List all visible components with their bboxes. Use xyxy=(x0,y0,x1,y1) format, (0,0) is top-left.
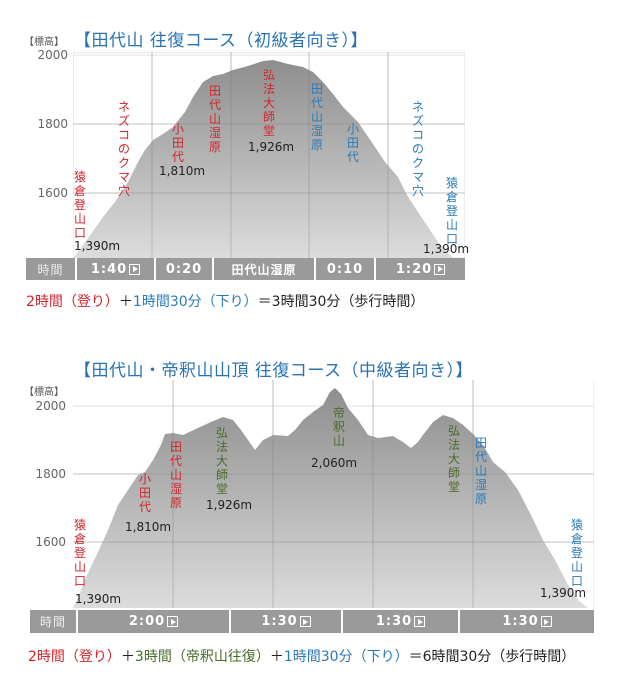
elev-end: 1,390m xyxy=(540,586,587,600)
label-kobo: 弘法大師堂 xyxy=(262,68,275,138)
elev-start: 1,390m xyxy=(74,239,121,253)
label-shitsugen-up: 田代山湿原 xyxy=(169,440,182,510)
elev-kobo: 1,926m xyxy=(248,140,295,154)
label-nezuko-down: ネズコのクマ穴 xyxy=(411,100,424,198)
time-segment: 1:30 xyxy=(341,610,458,633)
summary-up: 2時間（登り） xyxy=(28,649,121,665)
time-value: 0:20 xyxy=(165,261,203,277)
label-kotashiro-down: 小田代 xyxy=(346,122,359,164)
ytick-1600: 1600 xyxy=(35,535,66,549)
play-icon xyxy=(167,616,179,627)
time-value: 0:10 xyxy=(326,261,364,277)
label-start: 猿倉登山口 xyxy=(73,170,86,240)
chart2-timebar: 時間 2:00 1:30 1:30 1:30 xyxy=(30,610,594,633)
time-value: 1:20 xyxy=(395,261,433,277)
time-value: 1:40 xyxy=(90,261,128,277)
label-nezuko-up: ネズコのクマ穴 xyxy=(117,100,130,198)
label-start: 猿倉登山口 xyxy=(73,518,86,588)
time-value: 1:30 xyxy=(375,614,413,629)
ytick-1800: 1800 xyxy=(35,467,66,481)
label-kotashiro-up: 小田代 xyxy=(171,122,184,164)
label-end: 猿倉登山口 xyxy=(570,518,583,588)
label-kotashiro: 小田代 xyxy=(138,472,151,514)
ytick-1600: 1600 xyxy=(37,186,68,200)
label-shitsugen-down: 田代山湿原 xyxy=(474,436,487,506)
chart1-plot: 猿倉登山口 ネズコのクマ穴 小田代 田代山湿原 弘法大師堂 田代山湿原 小田代 … xyxy=(73,52,469,258)
ytick-1800: 1800 xyxy=(37,117,68,131)
time-segment: 1:40 xyxy=(75,258,154,280)
label-end: 猿倉登山口 xyxy=(445,176,458,246)
summary-plus: ＋ xyxy=(120,649,135,665)
time-value: 2:00 xyxy=(128,614,166,629)
play-icon xyxy=(299,616,311,627)
ytick-2000: 2000 xyxy=(35,399,66,413)
time-segment: 田代山湿原 xyxy=(212,258,314,280)
chart1-profile xyxy=(73,52,465,258)
ytick-2000: 2000 xyxy=(37,48,68,62)
elev-start: 1,390m xyxy=(75,592,122,606)
time-value: 1:30 xyxy=(502,614,539,629)
elev-kotashiro: 1,810m xyxy=(159,164,206,178)
timebar-header: 時間 xyxy=(37,262,64,277)
time-segment: 0:20 xyxy=(154,258,212,280)
elev-kobo: 1,926m xyxy=(206,498,253,512)
timebar-header: 時間 xyxy=(39,615,66,629)
time-value: 1:30 xyxy=(261,614,298,629)
summary-taishaku: 3時間（帝釈山往復） xyxy=(134,649,270,665)
play-icon xyxy=(414,616,426,627)
label-shitsugen-up: 田代山湿原 xyxy=(208,84,221,154)
chart2-plot: 猿倉登山口 小田代 田代山湿原 弘法大師堂 帝釈山 弘法大師堂 田代山湿原 猿倉… xyxy=(73,380,594,608)
label-taishaku: 帝釈山 xyxy=(332,406,345,448)
summary-total: ＝6時間30分（歩行時間） xyxy=(408,649,576,665)
summary-down: 1時間30分（下り） xyxy=(132,294,258,310)
summary-down: 1時間30分（下り） xyxy=(283,649,409,665)
time-value: 田代山湿原 xyxy=(231,262,297,277)
elev-kotashiro: 1,810m xyxy=(125,520,172,534)
chart1-title: 【田代山 往復コース（初級者向き）】 xyxy=(74,31,369,51)
chart1-timebar: 時間 1:40 0:20 田代山湿原 0:10 1:20 xyxy=(26,258,465,280)
y-axis-unit: 【標高】 xyxy=(24,37,64,48)
summary-total: ＝3時間30分（歩行時間） xyxy=(257,294,425,310)
time-segment: 2:00 xyxy=(76,610,229,633)
play-icon xyxy=(540,616,552,627)
play-icon xyxy=(129,263,141,275)
summary-plus: ＋ xyxy=(269,649,284,665)
play-icon xyxy=(434,263,446,275)
summary-plus: ＋ xyxy=(118,294,133,310)
elev-end: 1,390m xyxy=(423,242,470,256)
time-segment: 1:30 xyxy=(458,610,594,633)
summary-up: 2時間（登り） xyxy=(26,294,119,310)
elev-taishaku: 2,060m xyxy=(311,456,358,470)
time-segment: 1:20 xyxy=(374,258,465,280)
y-axis-unit: 【標高】 xyxy=(24,387,64,398)
chart1-summary: 2時間（登り）＋1時間30分（下り）＝3時間30分（歩行時間） xyxy=(26,291,424,311)
label-shitsugen-down: 田代山湿原 xyxy=(310,82,323,152)
label-kobo-down: 弘法大師堂 xyxy=(447,424,460,494)
label-kobo-up: 弘法大師堂 xyxy=(215,426,228,496)
chart2-summary: 2時間（登り）＋3時間（帝釈山往復）＋1時間30分（下り）＝6時間30分（歩行時… xyxy=(28,646,575,666)
chart2-title: 【田代山・帝釈山山頂 往復コース（中級者向き）】 xyxy=(74,361,474,381)
time-segment: 1:30 xyxy=(229,610,341,633)
time-segment: 0:10 xyxy=(314,258,374,280)
chart2-profile xyxy=(73,380,594,608)
